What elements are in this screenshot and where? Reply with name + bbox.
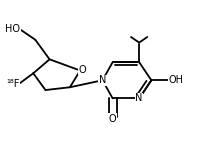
Text: N: N	[98, 75, 106, 85]
Text: N: N	[135, 93, 142, 103]
Text: ¹⁸F: ¹⁸F	[6, 80, 20, 89]
Text: O: O	[108, 114, 116, 124]
Text: OH: OH	[167, 75, 182, 85]
Text: O: O	[78, 65, 85, 75]
Text: HO: HO	[5, 24, 20, 34]
